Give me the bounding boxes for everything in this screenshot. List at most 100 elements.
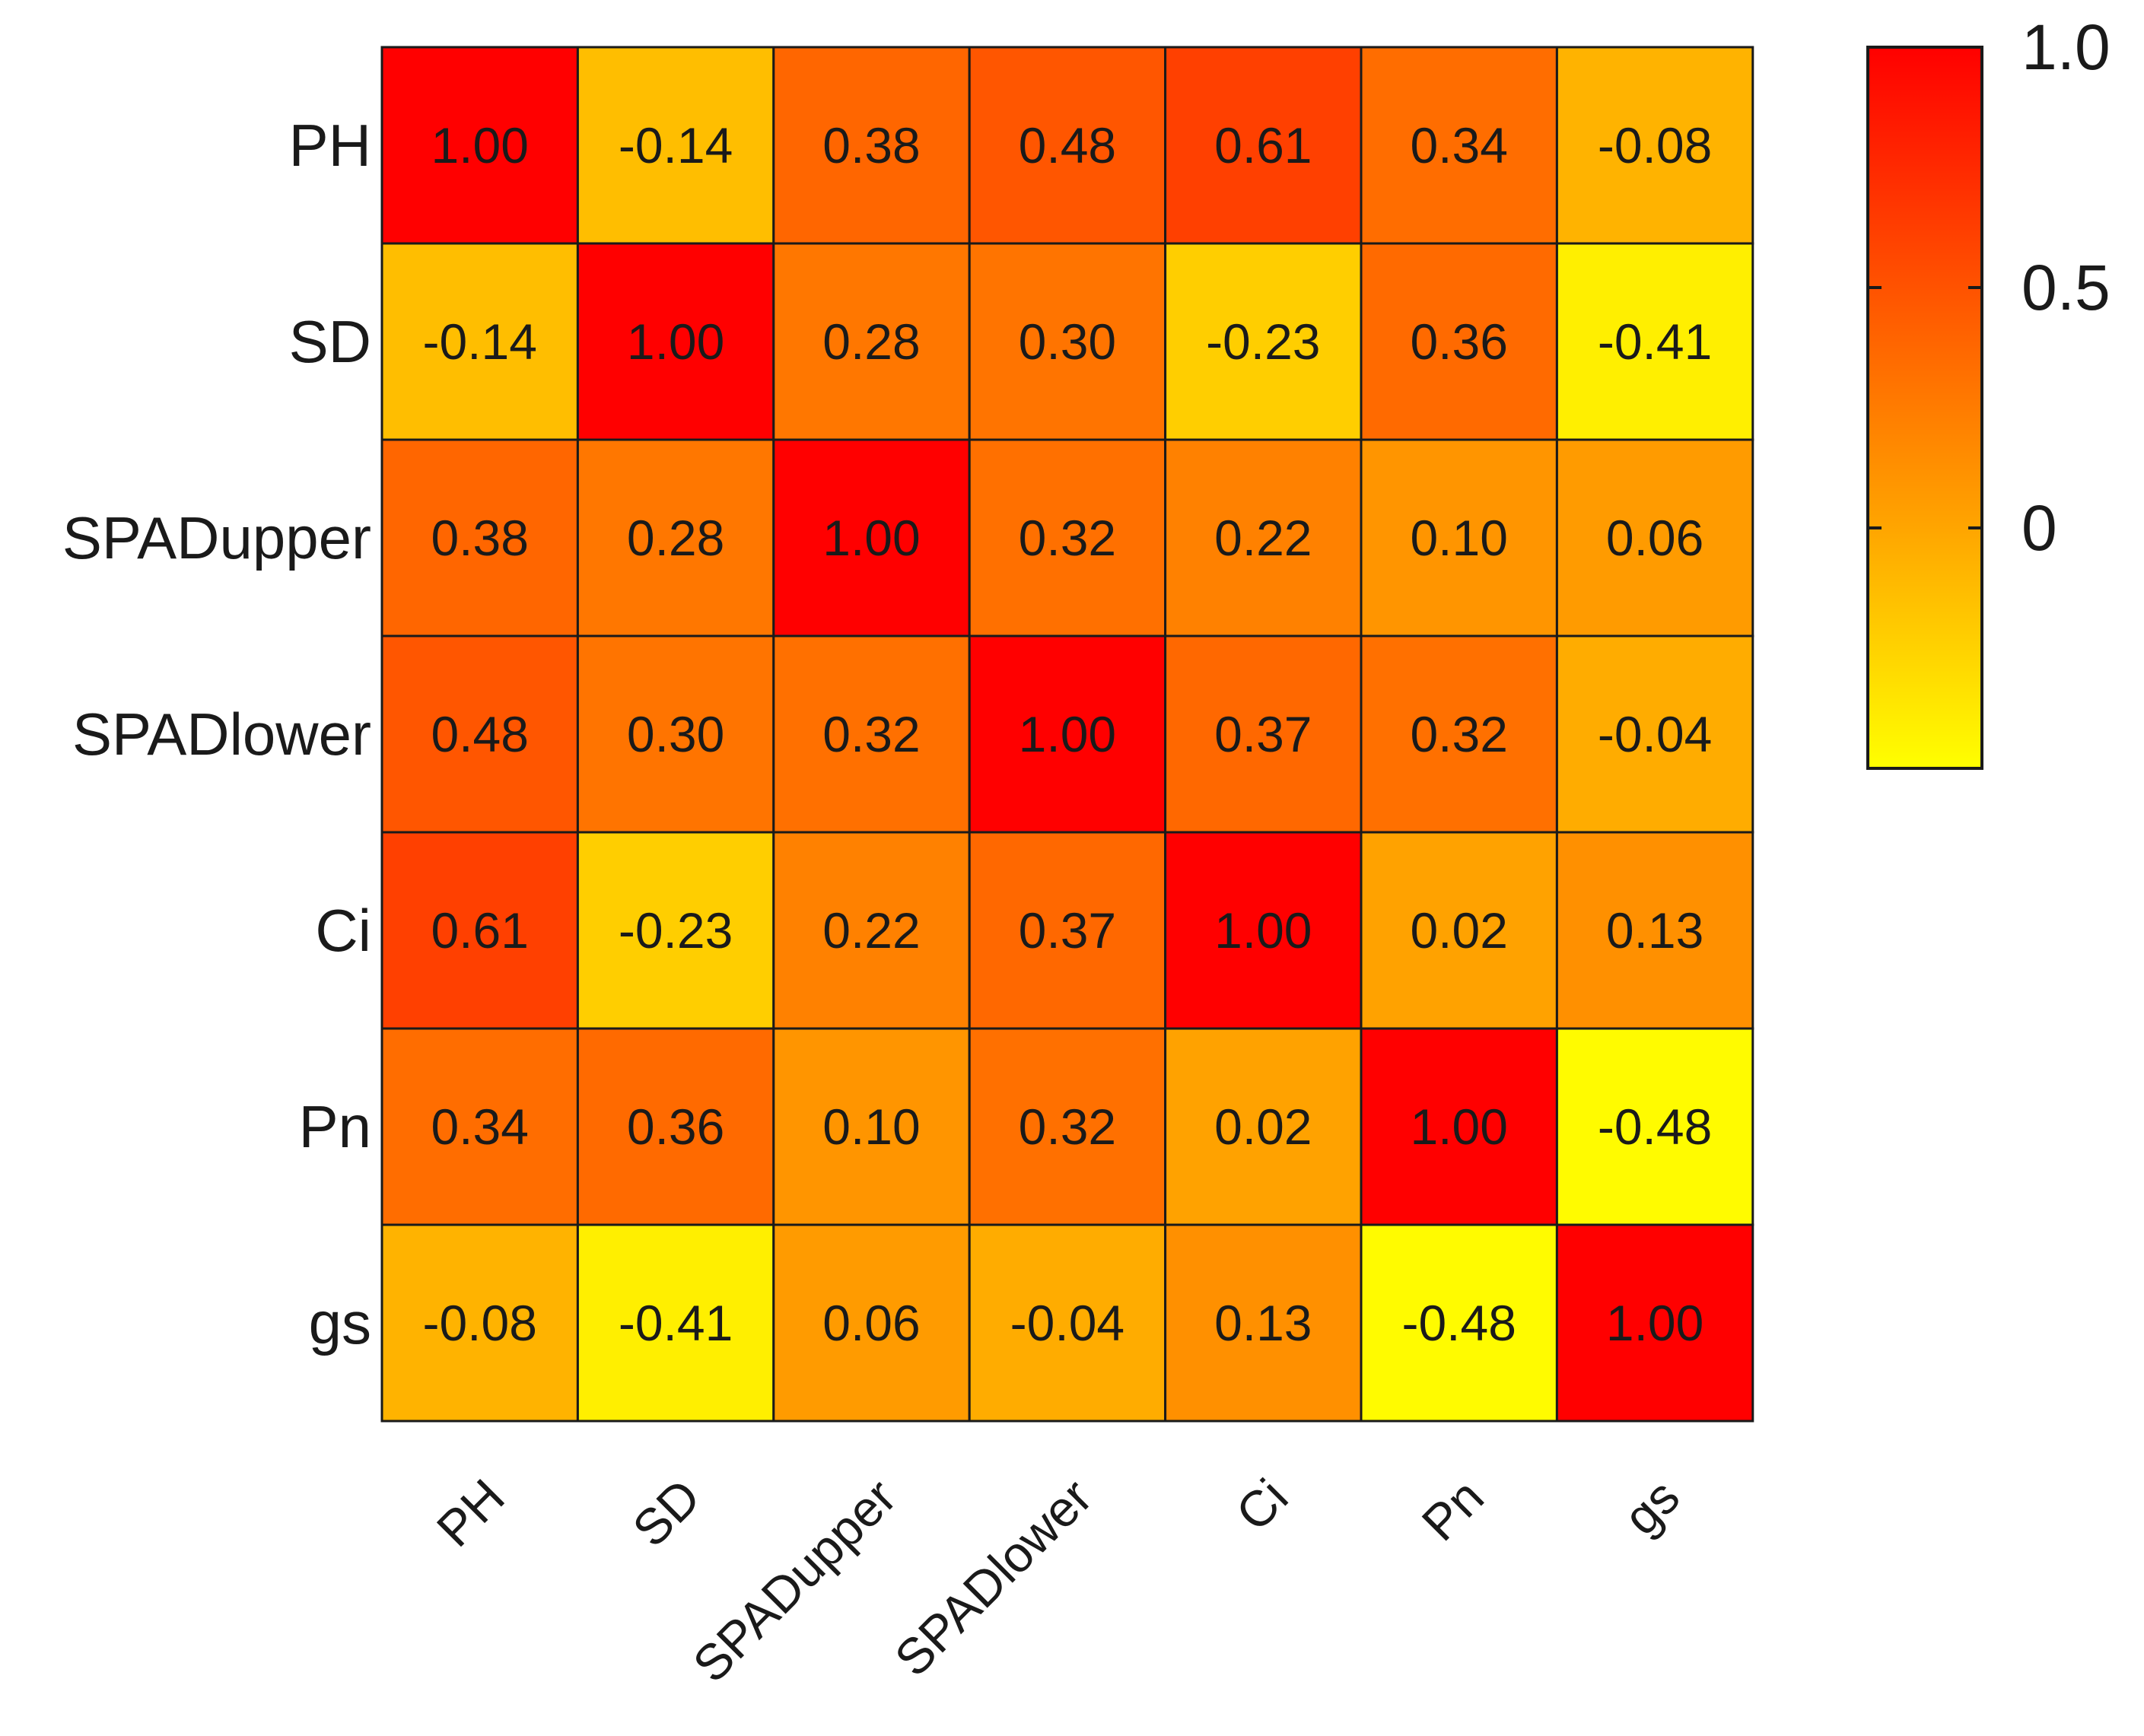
column-label-PH: PH <box>426 1468 515 1557</box>
cell-value-label: -0.41 <box>1598 313 1712 370</box>
heatmap-cell-SPADupper-SPADupper <box>772 438 971 637</box>
colorbar-tick-label: 1.0 <box>2022 11 2111 83</box>
heatmap-cell-SD-Ci <box>1164 242 1363 441</box>
heatmap-cell-SD-SPADupper <box>772 242 971 441</box>
cell-value-label: -0.08 <box>1598 117 1712 173</box>
row-label-PH: PH <box>289 112 371 179</box>
cell-value-label: 0.10 <box>822 1099 920 1155</box>
cell-value-label: 0.37 <box>1019 902 1116 959</box>
cell-value-label: 0.13 <box>1214 1295 1312 1351</box>
cell-value-label: 0.30 <box>1019 313 1116 370</box>
heatmap-cell-Pn-PH <box>380 1027 579 1226</box>
cell-value-label: -0.48 <box>1598 1099 1712 1155</box>
heatmap-cell-SD-gs <box>1555 242 1754 441</box>
cell-value-label: 1.00 <box>1019 706 1116 762</box>
column-label-SPADupper: SPADupper <box>682 1468 906 1693</box>
row-label-Pn: Pn <box>299 1093 371 1160</box>
cell-value-label: -0.48 <box>1401 1295 1516 1351</box>
cell-value-label: 0.36 <box>627 1099 724 1155</box>
cell-value-label: 1.00 <box>431 117 528 173</box>
cell-value-label: 0.32 <box>1410 706 1507 762</box>
cell-value-label: -0.04 <box>1010 1295 1124 1351</box>
heatmap-cell-gs-SPADlower <box>968 1223 1167 1423</box>
cell-value-label: 0.02 <box>1410 902 1507 959</box>
heatmap-cell-PH-SPADlower <box>968 46 1167 245</box>
cell-value-label: 0.28 <box>627 510 724 566</box>
cell-value-label: 1.00 <box>1214 902 1312 959</box>
heatmap-cell-Pn-SD <box>576 1027 775 1226</box>
heatmap-cell-gs-SPADupper <box>772 1223 971 1423</box>
cell-value-label: 0.61 <box>431 902 528 959</box>
cell-value-label: 0.22 <box>1214 510 1312 566</box>
cell-value-label: -0.41 <box>619 1295 733 1351</box>
cell-value-label: 0.28 <box>822 313 920 370</box>
cell-value-label: 0.38 <box>431 510 528 566</box>
heatmap-cell-gs-Pn <box>1360 1223 1558 1423</box>
cell-value-label: 0.36 <box>1410 313 1507 370</box>
heatmap-cell-PH-Ci <box>1164 46 1363 245</box>
cell-value-label: -0.04 <box>1598 706 1712 762</box>
cell-value-label: 1.00 <box>627 313 724 370</box>
heatmap-cell-SPADlower-SPADlower <box>968 634 1167 834</box>
heatmap-cell-Ci-PH <box>380 831 579 1030</box>
colorbar-tick-label: 0.5 <box>2022 252 2111 323</box>
column-label-gs: gs <box>1613 1468 1691 1546</box>
heatmap-cell-SD-PH <box>380 242 579 441</box>
heatmap-cell-PH-SD <box>576 46 775 245</box>
cell-value-label: -0.14 <box>422 313 536 370</box>
cell-value-label: 1.00 <box>1606 1295 1703 1351</box>
colorbar-tick-label: 0 <box>2022 492 2057 564</box>
cell-value-label: 0.32 <box>822 706 920 762</box>
cell-value-label: -0.23 <box>619 902 733 959</box>
cell-value-label: 0.06 <box>1606 510 1703 566</box>
heatmap-cell-PH-SPADupper <box>772 46 971 245</box>
heatmap-cell-Ci-gs <box>1555 831 1754 1030</box>
cell-value-label: 0.61 <box>1214 117 1312 173</box>
cell-value-label: 0.10 <box>1410 510 1507 566</box>
row-labels: PH SD SPADupper SPADlower Ci Pn gs <box>62 112 371 1356</box>
cell-value-label: 0.48 <box>1019 117 1116 173</box>
heatmap-cell-SPADupper-Pn <box>1360 438 1558 637</box>
row-label-gs: gs <box>309 1289 371 1356</box>
heatmap-cell-SPADlower-PH <box>380 634 579 834</box>
heatmap-cell-Pn-SPADupper <box>772 1027 971 1226</box>
heatmap-cell-SPADupper-SD <box>576 438 775 637</box>
heatmap-cell-SD-Pn <box>1360 242 1558 441</box>
cell-value-label: 0.06 <box>822 1295 920 1351</box>
column-label-Pn: Pn <box>1411 1468 1493 1551</box>
heatmap-cell-SPADlower-gs <box>1555 634 1754 834</box>
heatmap-cell-Ci-SPADupper <box>772 831 971 1030</box>
cell-value-label: 0.34 <box>431 1099 528 1155</box>
cell-value-label: 0.38 <box>822 117 920 173</box>
column-label-SPADlower: SPADlower <box>884 1468 1102 1687</box>
heatmap-cell-SPADlower-Pn <box>1360 634 1558 834</box>
cell-value-label: 0.02 <box>1214 1099 1312 1155</box>
heatmap-cell-SPADupper-gs <box>1555 438 1754 637</box>
cell-value-label: 0.30 <box>627 706 724 762</box>
heatmap-cell-Pn-SPADlower <box>968 1027 1167 1226</box>
cell-value-label: 0.22 <box>822 902 920 959</box>
row-label-Ci: Ci <box>315 897 371 964</box>
heatmap-cells: 1.00 -0.14 0.38 0.48 0.61 0.34 -0.08 -0.14 1.00 0… <box>380 46 1754 1423</box>
heatmap-cell-Pn-gs <box>1555 1027 1754 1226</box>
cell-value-label: -0.23 <box>1206 313 1320 370</box>
row-label-SPADupper: SPADupper <box>62 504 371 571</box>
cell-value-label: 0.32 <box>1019 1099 1116 1155</box>
heatmap-cell-SPADlower-SD <box>576 634 775 834</box>
column-label-Ci: Ci <box>1225 1468 1298 1541</box>
cell-value-label: -0.08 <box>422 1295 536 1351</box>
cell-value-label: 0.34 <box>1410 117 1507 173</box>
cell-value-label: 0.32 <box>1019 510 1116 566</box>
cell-value-label: 0.37 <box>1214 706 1312 762</box>
heatmap-cell-gs-gs <box>1555 1223 1754 1423</box>
heatmap-cell-SPADupper-SPADlower <box>968 438 1167 637</box>
cell-value-label: 0.13 <box>1606 902 1703 959</box>
cell-value-label: 1.00 <box>1410 1099 1507 1155</box>
heatmap-cell-SPADupper-Ci <box>1164 438 1363 637</box>
heatmap-cell-gs-Ci <box>1164 1223 1363 1423</box>
heatmap-cell-PH-PH <box>380 46 579 245</box>
heatmap-cell-PH-Pn <box>1360 46 1558 245</box>
